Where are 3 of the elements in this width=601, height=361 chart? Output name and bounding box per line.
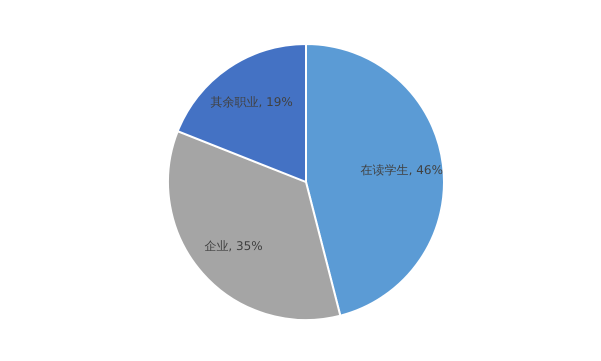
slice-label: 在读学生, 46% bbox=[360, 162, 443, 177]
slice-label: 企业, 35% bbox=[204, 238, 263, 253]
slice-label: 其余职业, 19% bbox=[210, 95, 293, 110]
